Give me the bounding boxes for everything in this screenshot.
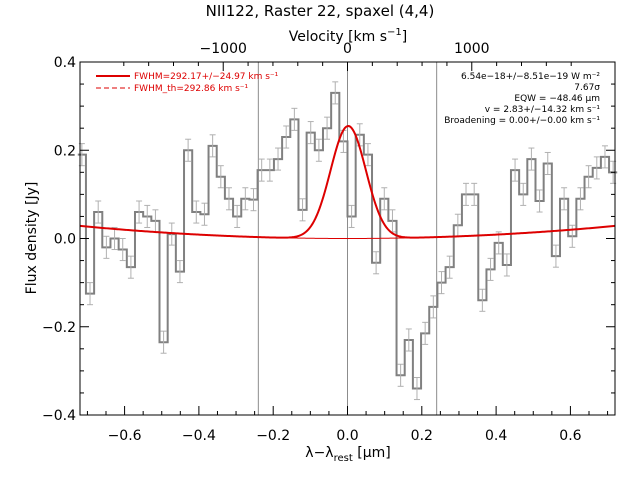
y-tick-label: −0.4 bbox=[42, 408, 76, 424]
x-tick-label: 0.0 bbox=[336, 428, 358, 444]
annotation-text: 7.67σ bbox=[574, 83, 600, 93]
annotation-text: v = 2.83+/−14.32 km s⁻¹ bbox=[485, 105, 601, 115]
top-tick-label: 1000 bbox=[454, 41, 490, 57]
x-tick-label: 0.2 bbox=[411, 428, 433, 444]
top-tick-label: 0 bbox=[343, 41, 352, 57]
top-axis-label: Velocity [km s−1] bbox=[289, 27, 408, 45]
chart-title: NII122, Raster 22, spaxel (4,4) bbox=[206, 2, 435, 20]
y-tick-label: −0.2 bbox=[42, 320, 76, 336]
y-tick-label: 0.4 bbox=[54, 55, 76, 71]
x-tick-label: 0.6 bbox=[559, 428, 581, 444]
y-axis-label: Flux density [Jy] bbox=[24, 182, 40, 295]
y-tick-label: 0.0 bbox=[54, 232, 76, 248]
chart-series bbox=[77, 81, 618, 401]
gaussian-fit-line bbox=[79, 125, 616, 239]
y-tick-label: 0.2 bbox=[54, 143, 76, 159]
annotation-text: Broadening = 0.00+/−0.00 km s⁻¹ bbox=[444, 116, 600, 126]
spectrum-step-line bbox=[77, 91, 618, 390]
legend-label: FWHM_th=292.86 km s⁻¹ bbox=[134, 84, 249, 94]
axis-labels: −0.6 −0.4 −0.2 0.0 0.2 0.4 0.6 −1000 0 1000 −0.4 −0… bbox=[24, 2, 582, 464]
x-tick-label: −0.6 bbox=[108, 428, 142, 444]
x-axis-label: λ−λrest [µm] bbox=[305, 445, 390, 464]
x-tick-label: −0.2 bbox=[256, 428, 290, 444]
axes bbox=[79, 61, 616, 416]
legend: FWHM=292.17+/−24.97 km s⁻¹ FWHM_th=292.86… bbox=[96, 72, 279, 94]
annotation-text: 6.54e−18+/−8.51e−19 W m⁻² bbox=[461, 72, 600, 82]
x-tick-label: −0.4 bbox=[182, 428, 216, 444]
top-tick-label: −1000 bbox=[200, 41, 247, 57]
annotation-text: EQW = −48.46 µm bbox=[514, 94, 600, 104]
x-tick-label: 0.4 bbox=[485, 428, 507, 444]
legend-label: FWHM=292.17+/−24.97 km s⁻¹ bbox=[134, 72, 279, 82]
